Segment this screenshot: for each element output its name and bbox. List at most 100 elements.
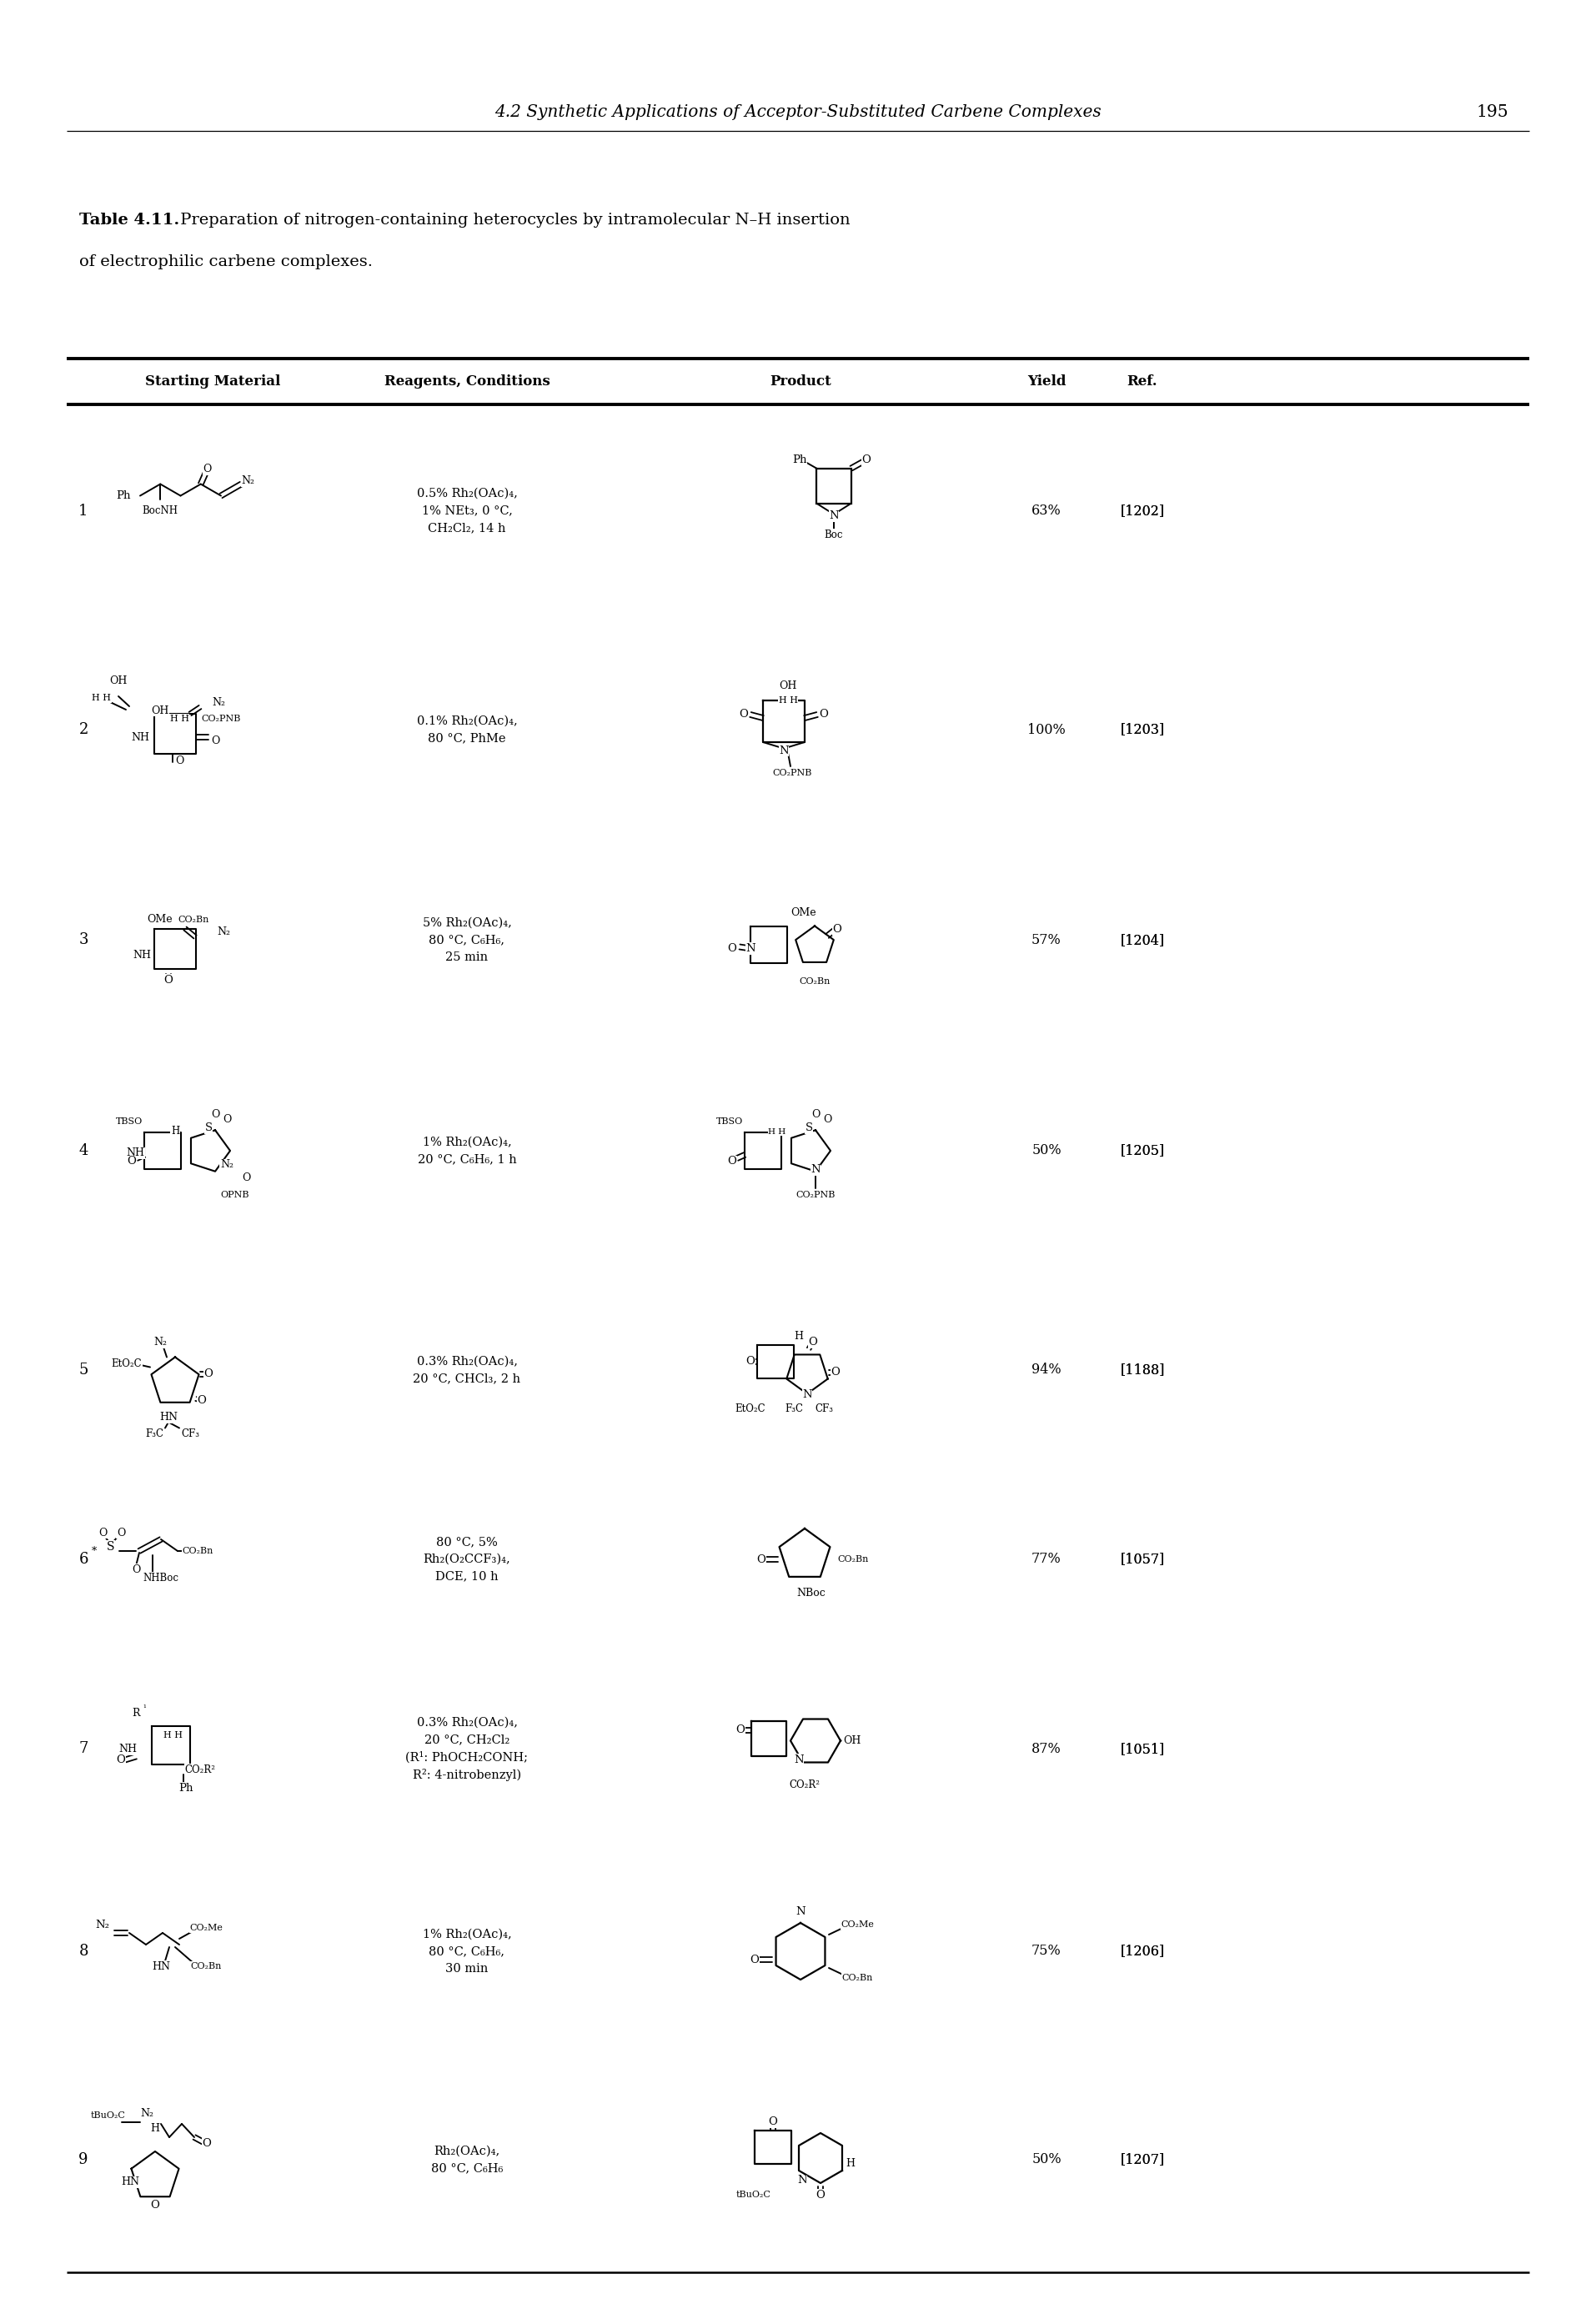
Text: Rh₂(OAc)₄,
80 °C, C₆H₆: Rh₂(OAc)₄, 80 °C, C₆H₆: [431, 2145, 503, 2175]
Text: CO₂Bn: CO₂Bn: [190, 1962, 222, 1972]
Text: 9: 9: [78, 2152, 88, 2168]
Text: 75%: 75%: [1031, 1944, 1061, 1958]
Text: 57%: 57%: [1031, 933, 1061, 946]
Text: [1057]: [1057]: [1120, 1553, 1165, 1567]
Text: 1: 1: [78, 502, 88, 518]
Text: N₂: N₂: [96, 1918, 110, 1930]
Text: Ph: Ph: [792, 454, 808, 465]
Text: N: N: [811, 1164, 820, 1176]
Text: 8: 8: [78, 1944, 88, 1958]
Text: Preparation of nitrogen-containing heterocycles by intramolecular N–H insertion: Preparation of nitrogen-containing heter…: [176, 213, 851, 227]
Text: 77%: 77%: [1031, 1553, 1061, 1567]
Text: HN: HN: [160, 1412, 177, 1423]
Text: O: O: [816, 2189, 825, 2201]
Text: CO₂PNB: CO₂PNB: [772, 768, 812, 778]
Text: S: S: [804, 1122, 812, 1134]
Text: Table 4.11.: Table 4.11.: [80, 213, 179, 227]
Text: CO₂Bn: CO₂Bn: [182, 1546, 214, 1555]
Text: H H: H H: [169, 715, 188, 722]
Text: 195: 195: [1476, 104, 1508, 120]
Text: 50%: 50%: [1031, 1143, 1061, 1157]
Text: ¹: ¹: [142, 1705, 145, 1712]
Text: tBuO₂C: tBuO₂C: [91, 2110, 126, 2120]
Text: 0.5% Rh₂(OAc)₄,
1% NEt₃, 0 °C,
CH₂Cl₂, 14 h: 0.5% Rh₂(OAc)₄, 1% NEt₃, 0 °C, CH₂Cl₂, 1…: [417, 488, 517, 535]
Text: H H: H H: [93, 694, 112, 701]
Text: 7: 7: [78, 1742, 88, 1756]
Text: 63%: 63%: [1031, 504, 1061, 518]
Text: [1202]: [1202]: [1120, 504, 1165, 518]
Text: H H: H H: [163, 1731, 182, 1740]
Text: CO₂PNB: CO₂PNB: [201, 715, 241, 722]
Text: 2: 2: [78, 722, 88, 738]
Text: CF₃: CF₃: [814, 1402, 833, 1414]
Text: NBoc: NBoc: [796, 1587, 825, 1599]
Text: HN: HN: [121, 2177, 139, 2187]
Text: H H: H H: [779, 697, 798, 706]
Text: O: O: [739, 708, 749, 720]
Text: 5: 5: [78, 1363, 88, 1377]
Text: N₂: N₂: [140, 2108, 153, 2120]
Text: HN: HN: [152, 1960, 171, 1972]
Text: S: S: [204, 1122, 212, 1134]
Text: O: O: [819, 708, 828, 720]
Text: N₂: N₂: [212, 697, 225, 708]
Text: 1% Rh₂(OAc)₄,
80 °C, C₆H₆,
30 min: 1% Rh₂(OAc)₄, 80 °C, C₆H₆, 30 min: [423, 1928, 511, 1974]
Text: O: O: [745, 1356, 755, 1368]
Text: [1207]: [1207]: [1120, 2152, 1165, 2166]
Text: CO₂R²: CO₂R²: [185, 1766, 215, 1775]
Text: H: H: [795, 1331, 803, 1342]
Text: O: O: [150, 2201, 160, 2210]
Text: CO₂Me: CO₂Me: [841, 1921, 875, 1930]
Text: [1051]: [1051]: [1120, 1742, 1165, 1756]
Text: N₂: N₂: [220, 1159, 233, 1171]
Text: N: N: [793, 1754, 804, 1766]
Text: TBSO: TBSO: [117, 1118, 142, 1125]
Text: 50%: 50%: [1031, 2152, 1061, 2166]
Text: Ph: Ph: [179, 1782, 193, 1793]
Text: N: N: [828, 511, 839, 521]
Text: R: R: [132, 1708, 140, 1719]
Text: O: O: [211, 1108, 220, 1120]
Text: OH: OH: [110, 676, 128, 687]
Text: N: N: [798, 2175, 808, 2187]
Text: OPNB: OPNB: [220, 1192, 249, 1199]
Text: [1203]: [1203]: [1120, 722, 1165, 736]
Text: EtO₂C: EtO₂C: [736, 1402, 766, 1414]
Text: O: O: [824, 1115, 832, 1125]
Text: O: O: [117, 1754, 126, 1766]
Text: Product: Product: [769, 375, 832, 389]
Text: O: O: [131, 1564, 140, 1576]
Text: O: O: [128, 1157, 136, 1166]
Text: of electrophilic carbene complexes.: of electrophilic carbene complexes.: [80, 255, 373, 268]
Text: 94%: 94%: [1031, 1363, 1061, 1377]
Text: [1204]: [1204]: [1120, 933, 1165, 946]
Text: O: O: [750, 1955, 760, 1965]
Text: N: N: [779, 745, 788, 757]
Text: Starting Material: Starting Material: [145, 375, 281, 389]
Text: [1205]: [1205]: [1120, 1143, 1165, 1157]
Text: NH: NH: [132, 949, 152, 960]
Text: O: O: [728, 1157, 737, 1166]
Text: [1188]: [1188]: [1120, 1363, 1165, 1377]
Text: O: O: [203, 463, 212, 474]
Text: N₂: N₂: [217, 926, 230, 937]
Text: [1205]: [1205]: [1120, 1143, 1165, 1157]
Text: N: N: [745, 944, 755, 953]
Text: CO₂Bn: CO₂Bn: [841, 1974, 873, 1983]
Text: O: O: [241, 1173, 251, 1185]
Text: S: S: [107, 1541, 115, 1553]
Text: 5% Rh₂(OAc)₄,
80 °C, C₆H₆,
25 min: 5% Rh₂(OAc)₄, 80 °C, C₆H₆, 25 min: [423, 916, 512, 963]
Text: OH: OH: [152, 706, 169, 715]
Text: EtO₂C: EtO₂C: [112, 1358, 142, 1370]
Text: O: O: [768, 2117, 777, 2127]
Text: 100%: 100%: [1028, 722, 1066, 736]
Text: O: O: [198, 1395, 206, 1407]
Text: OH: OH: [843, 1736, 862, 1747]
Text: O: O: [211, 736, 220, 745]
Text: Ph: Ph: [117, 491, 131, 502]
Text: O: O: [164, 974, 172, 986]
Text: O: O: [203, 2138, 211, 2147]
Text: [1206]: [1206]: [1120, 1944, 1165, 1958]
Text: CF₃: CF₃: [180, 1428, 200, 1439]
Text: OMe: OMe: [147, 914, 172, 926]
